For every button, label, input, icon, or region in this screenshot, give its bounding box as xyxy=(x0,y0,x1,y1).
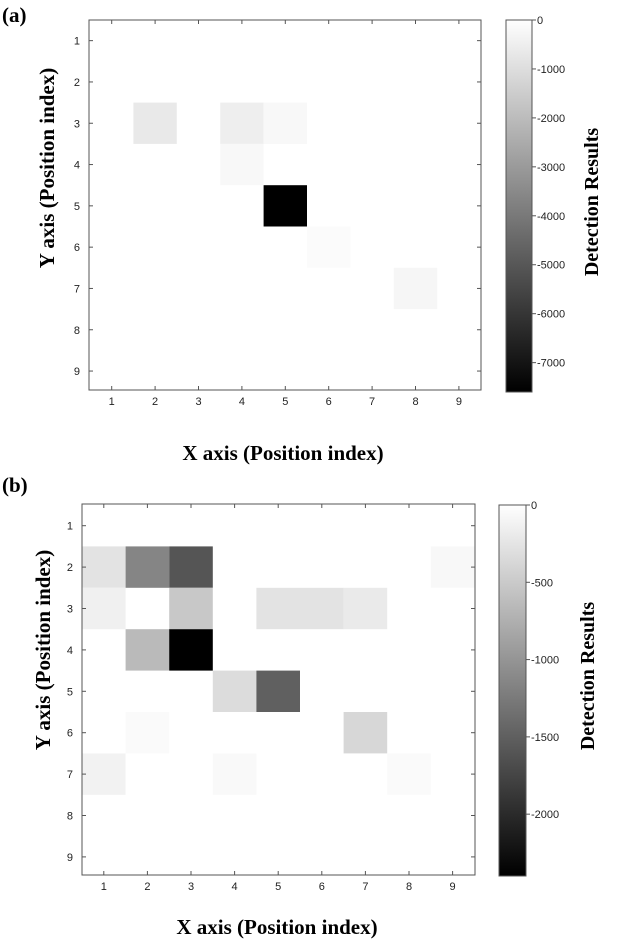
heatmap-a-cell-r3-c4 xyxy=(220,102,264,144)
y-tick-label-a-7: 7 xyxy=(74,283,80,295)
heatmap-b-cell-r2-c3 xyxy=(169,546,213,588)
colorbar-b-ticks: 0 -500 -1000 -1500 -2000 xyxy=(526,500,559,821)
colorbar-a-tick-label-5: -4000 xyxy=(537,211,565,223)
y-tick-label-a-6: 6 xyxy=(74,242,80,254)
y-tick-label-a-3: 3 xyxy=(74,118,80,130)
y-tick-label-b-4: 4 xyxy=(67,645,73,657)
heatmap-b-cell-r7-c1 xyxy=(82,753,126,795)
y-tick-label-a-5: 5 xyxy=(74,201,80,213)
heatmap-a-cell-r3-c2 xyxy=(133,102,177,144)
x-tick-label-b-5: 5 xyxy=(275,881,281,893)
y-tick-label-b-6: 6 xyxy=(67,728,73,740)
x-tick-label-a-9: 9 xyxy=(456,396,462,408)
y-tick-label-a-2: 2 xyxy=(74,77,80,89)
colorbar-a-ticks: 0 -1000 -2000 -3000 -4000 -5000 -6000 -7000 xyxy=(532,15,565,370)
heatmap-b-cell-r2-c2 xyxy=(125,546,170,588)
heatmap-b-cell-r4-c2 xyxy=(125,629,170,671)
heatmap-b-cell-r6-c2 xyxy=(125,712,170,754)
y-tick-label-b-9: 9 xyxy=(67,852,73,864)
x-tick-label-b-8: 8 xyxy=(406,881,412,893)
heatmap-b-cell-r2-c9 xyxy=(430,546,475,588)
y-tick-label-b-1: 1 xyxy=(67,521,73,533)
y-tick-label-b-3: 3 xyxy=(67,604,73,616)
y-tick-label-b-2: 2 xyxy=(67,562,73,574)
heatmap-a-cell-r6-c6 xyxy=(307,226,351,268)
y-tick-label-a-8: 8 xyxy=(74,325,80,337)
y-tick-label-b-8: 8 xyxy=(67,811,73,823)
heatmap-a-ticks: 1 2 3 4 5 6 7 8 9 1 2 3 4 5 6 7 8 9 xyxy=(74,20,481,408)
x-tick-label-b-9: 9 xyxy=(450,881,456,893)
colorbar-a-tick-label-1: 0 xyxy=(537,15,543,27)
colorbar-a-tick-label-4: -3000 xyxy=(537,162,565,174)
heatmap-a-cell-r3-c5 xyxy=(263,102,307,144)
x-tick-label-b-2: 2 xyxy=(144,881,150,893)
colorbar-b xyxy=(498,504,527,877)
y-tick-label-a-1: 1 xyxy=(74,36,80,48)
x-tick-label-b-7: 7 xyxy=(362,881,368,893)
colorbar-a xyxy=(505,19,533,393)
heatmap-b-cell-r7-c8 xyxy=(387,753,431,795)
colorbar-a-tick-label-2: -1000 xyxy=(537,64,565,76)
heatmap-b-cell-r3-c6 xyxy=(300,587,344,630)
x-tick-label-a-2: 2 xyxy=(152,396,158,408)
y-tick-label-a-9: 9 xyxy=(74,366,80,378)
x-axis-title-a: X axis (Position index) xyxy=(182,441,383,465)
colorbar-b-tick-label-1: 0 xyxy=(531,500,537,512)
y-axis-title-a: Y axis (Position index) xyxy=(35,68,59,268)
heatmap-a-cells xyxy=(133,102,438,310)
heatmap-b-cell-r3-c7 xyxy=(343,587,388,630)
y-axis-title-b: Y axis (Position index) xyxy=(31,550,55,750)
x-tick-label-a-8: 8 xyxy=(412,396,418,408)
x-tick-label-a-1: 1 xyxy=(109,396,115,408)
heatmap-b-cell-r3-c5 xyxy=(256,587,300,630)
heatmap-b-cell-r5-c5 xyxy=(256,670,300,712)
x-tick-label-b-4: 4 xyxy=(232,881,238,893)
colorbar-a-tick-label-8: -7000 xyxy=(537,358,565,370)
x-tick-label-b-3: 3 xyxy=(188,881,194,893)
colorbar-b-tick-label-3: -1000 xyxy=(531,655,559,667)
panel-b-label: (b) xyxy=(2,473,28,497)
heatmap-b-cell-r5-c4 xyxy=(212,670,257,712)
panel-a: (a) 1 2 3 4 5 6 7 8 9 1 2 3 4 5 6 7 8 9 0 -1000 -2000 -3000 -… xyxy=(2,3,603,465)
colorbar-b-title: Detection Results xyxy=(577,602,599,751)
heatmap-b-ticks: 1 2 3 4 5 6 7 8 9 1 2 3 4 5 6 7 8 9 xyxy=(67,504,475,893)
x-tick-label-a-3: 3 xyxy=(195,396,201,408)
heatmap-a-cell-r7-c8 xyxy=(393,267,438,310)
y-tick-label-b-5: 5 xyxy=(67,686,73,698)
x-tick-label-a-7: 7 xyxy=(369,396,375,408)
colorbar-a-tick-label-3: -2000 xyxy=(537,113,565,125)
heatmap-b-cell-r3-c3 xyxy=(169,587,213,630)
x-tick-label-a-5: 5 xyxy=(282,396,288,408)
colorbar-a-tick-label-6: -5000 xyxy=(537,260,565,272)
colorbar-a-tick-label-7: -6000 xyxy=(537,309,565,321)
heatmap-b-cell-r3-c1 xyxy=(82,587,126,630)
heatmap-b-cell-r7-c4 xyxy=(212,753,257,795)
heatmap-a-cell-r4-c4 xyxy=(220,143,264,186)
x-tick-label-b-6: 6 xyxy=(319,881,325,893)
heatmap-b-cell-r4-c3 xyxy=(169,629,213,671)
colorbar-b-tick-label-5: -2000 xyxy=(531,809,559,821)
heatmap-b-cell-r2-c1 xyxy=(82,546,126,588)
colorbar-a-title: Detection Results xyxy=(581,128,603,277)
colorbar-b-tick-label-2: -500 xyxy=(531,577,553,589)
x-tick-label-a-6: 6 xyxy=(326,396,332,408)
heatmap-b-cell-r6-c7 xyxy=(343,712,388,754)
x-axis-title-b: X axis (Position index) xyxy=(176,915,377,939)
x-tick-label-b-1: 1 xyxy=(101,881,107,893)
y-tick-label-b-7: 7 xyxy=(67,769,73,781)
x-tick-label-a-4: 4 xyxy=(239,396,245,408)
panel-b: (b) 1 2 3 4 5 6 7 8 9 1 2 3 4 5 6 7 8 9 0 -500 -1000 -1500 -2… xyxy=(2,473,599,939)
y-tick-label-a-4: 4 xyxy=(74,160,80,172)
colorbar-b-tick-label-4: -1500 xyxy=(531,732,559,744)
panel-a-label: (a) xyxy=(2,3,27,27)
heatmap-b-cells xyxy=(82,546,475,795)
heatmap-a-cell-r5-c5 xyxy=(263,185,307,227)
